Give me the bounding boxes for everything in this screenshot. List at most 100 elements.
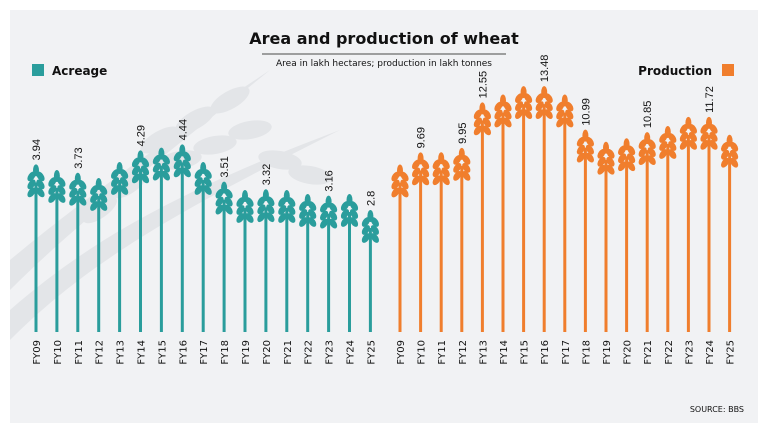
bar-production-FY21: [638, 132, 656, 332]
wheat-head-icon: [411, 152, 430, 186]
wheat-head-icon: [152, 147, 171, 181]
legend-acreage: Acreage: [32, 64, 107, 78]
chart-subtitle: Area in lakh hectares; production in lak…: [276, 59, 492, 69]
tick-label-acreage-FY11: FY11: [74, 340, 85, 365]
bar-acreage-FY25: [361, 210, 380, 332]
bar-acreage-FY23: [319, 195, 338, 332]
tick-label-production-FY17: FY17: [561, 340, 572, 365]
bar-acreage-FY22: [299, 194, 317, 332]
wheat-head-icon: [236, 190, 254, 223]
tick-label-production-FY23: FY23: [684, 340, 695, 365]
value-label-acreage-FY25: 2.8: [365, 191, 377, 206]
wheat-head-icon: [90, 178, 108, 211]
tick-label-acreage-FY23: FY23: [325, 340, 336, 365]
value-label-acreage-FY23: 3.16: [324, 170, 336, 191]
wheat-head-icon: [48, 170, 66, 203]
wheat-head-icon: [257, 189, 275, 223]
bar-acreage-FY16: [173, 144, 191, 332]
value-label-production-FY24: 11.72: [704, 86, 716, 113]
bar-production-FY11: [432, 152, 450, 332]
value-label-acreage-FY16: 4.44: [177, 119, 189, 140]
source-note: SOURCE: BBS: [690, 405, 744, 414]
wheat-head-icon: [340, 194, 359, 227]
wheat-head-icon: [69, 172, 87, 206]
chart-frame: Area and production of wheat Area in lak…: [10, 10, 758, 423]
wheat-head-icon: [679, 116, 698, 150]
bar-acreage-FY12: [90, 178, 108, 332]
tick-label-production-FY22: FY22: [664, 340, 675, 365]
value-label-acreage-FY11: 3.73: [73, 147, 85, 168]
wheat-head-icon: [194, 162, 212, 195]
chart-title: Area and production of wheat: [249, 29, 519, 48]
legend-acreage-swatch: [32, 64, 44, 76]
tick-label-acreage-FY13: FY13: [116, 340, 127, 365]
value-label-production-FY18: 10.99: [580, 98, 592, 126]
bar-acreage-FY11: [69, 172, 87, 332]
wheat-head-icon: [319, 195, 338, 229]
bar-acreage-FY18: [215, 181, 233, 332]
tick-label-acreage-FY20: FY20: [262, 340, 273, 365]
bar-acreage-FY09: [27, 164, 45, 332]
bar-acreage-FY24: [340, 194, 359, 332]
wheat-head-icon: [720, 134, 739, 168]
wheat-head-icon: [215, 181, 233, 215]
wheat-head-icon: [278, 190, 296, 223]
legend-production-label: Production: [638, 64, 712, 78]
wheat-head-icon: [638, 132, 656, 165]
tick-label-acreage-FY09: FY09: [32, 340, 43, 365]
value-label-production-FY13: 12.55: [477, 71, 489, 99]
bar-acreage-FY13: [110, 162, 129, 332]
value-label-production-FY16: 13.48: [539, 55, 551, 83]
value-label-production-FY12: 9.95: [457, 122, 469, 143]
wheat-head-icon: [617, 138, 636, 172]
wheat-head-icon: [131, 150, 150, 184]
value-label-acreage-FY18: 3.51: [219, 156, 231, 177]
chart-marks: 3.94 FY09 FY10 3.73 FY11 FY12 FY13 4.29 FY14 FY15…: [27, 55, 739, 365]
wheat-chart: Area and production of wheat Area in lak…: [10, 29, 744, 414]
bar-production-FY22: [659, 126, 677, 332]
bar-production-FY18: [576, 129, 595, 332]
tick-label-production-FY14: FY14: [499, 340, 510, 365]
value-label-acreage-FY20: 3.32: [261, 164, 273, 185]
wheat-head-icon: [361, 210, 380, 243]
tick-label-production-FY18: FY18: [581, 340, 592, 365]
tick-label-production-FY24: FY24: [705, 340, 716, 365]
tick-label-acreage-FY10: FY10: [53, 340, 64, 365]
tick-label-production-FY10: FY10: [417, 340, 428, 365]
value-label-production-FY10: 9.69: [416, 127, 428, 148]
bar-production-FY25: [720, 134, 739, 332]
tick-label-acreage-FY14: FY14: [137, 340, 148, 365]
wheat-head-icon: [173, 144, 191, 178]
tick-label-production-FY11: FY11: [437, 340, 448, 365]
bar-production-FY14: [494, 94, 512, 332]
bar-acreage-FY15: [152, 147, 171, 332]
wheat-head-icon: [473, 102, 492, 136]
tick-label-acreage-FY24: FY24: [346, 340, 357, 365]
tick-label-acreage-FY18: FY18: [220, 340, 231, 365]
bar-acreage-FY21: [278, 190, 296, 332]
tick-label-production-FY13: FY13: [478, 340, 489, 365]
bar-production-FY12: [453, 147, 471, 332]
tick-label-production-FY25: FY25: [726, 340, 737, 365]
bar-acreage-FY14: [131, 150, 150, 332]
bar-production-FY15: [514, 86, 533, 332]
tick-label-acreage-FY15: FY15: [157, 340, 168, 365]
tick-label-production-FY21: FY21: [643, 340, 654, 365]
bar-production-FY20: [617, 138, 636, 332]
bar-acreage-FY20: [257, 189, 275, 332]
wheat-head-icon: [700, 116, 718, 150]
tick-label-acreage-FY21: FY21: [283, 340, 294, 365]
wheat-head-icon: [556, 94, 574, 128]
bar-production-FY10: [411, 152, 430, 332]
tick-label-production-FY20: FY20: [623, 340, 634, 365]
wheat-head-icon: [576, 129, 595, 163]
wheat-head-icon: [659, 126, 677, 159]
wheat-head-icon: [494, 94, 512, 128]
bar-production-FY23: [679, 116, 698, 332]
bar-production-FY13: [473, 102, 492, 332]
bar-acreage-FY17: [194, 162, 212, 332]
value-label-acreage-FY09: 3.94: [31, 139, 43, 160]
wheat-head-icon: [597, 141, 615, 175]
tick-label-production-FY09: FY09: [396, 340, 407, 365]
tick-label-production-FY16: FY16: [540, 340, 551, 365]
